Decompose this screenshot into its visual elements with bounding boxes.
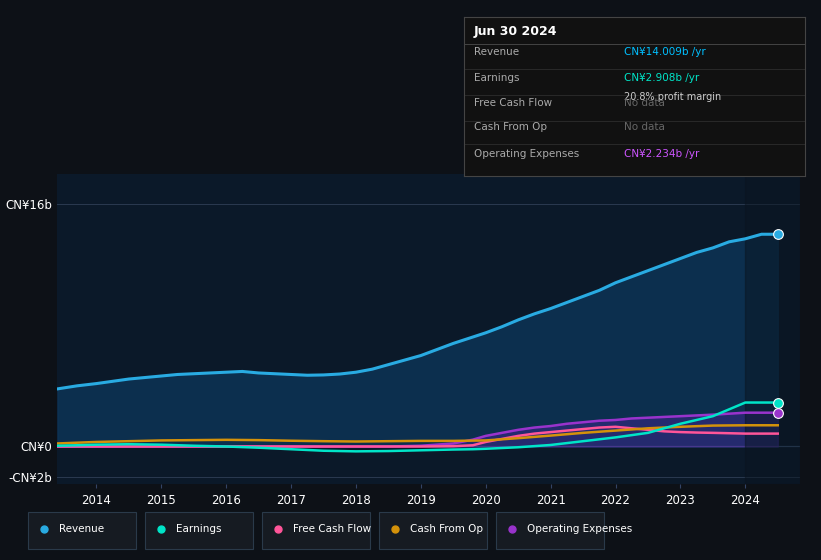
Text: Revenue: Revenue	[59, 524, 104, 534]
Text: No data: No data	[624, 122, 665, 132]
Bar	[496, 512, 604, 549]
Bar	[379, 512, 487, 549]
Text: Cash From Op: Cash From Op	[474, 122, 547, 132]
Text: Earnings: Earnings	[176, 524, 222, 534]
Text: CN¥14.009b /yr: CN¥14.009b /yr	[624, 47, 706, 57]
Bar	[262, 512, 370, 549]
Text: Operating Expenses: Operating Expenses	[527, 524, 632, 534]
Text: CN¥2.234b /yr: CN¥2.234b /yr	[624, 150, 699, 159]
Text: 20.8% profit margin: 20.8% profit margin	[624, 92, 722, 102]
Text: CN¥2.908b /yr: CN¥2.908b /yr	[624, 73, 699, 83]
Text: Revenue: Revenue	[474, 47, 519, 57]
Text: Jun 30 2024: Jun 30 2024	[474, 25, 557, 38]
Bar	[145, 512, 253, 549]
Text: No data: No data	[624, 98, 665, 108]
Text: Free Cash Flow: Free Cash Flow	[474, 98, 553, 108]
Text: Cash From Op: Cash From Op	[410, 524, 483, 534]
Text: Operating Expenses: Operating Expenses	[474, 150, 580, 159]
Bar	[745, 174, 800, 484]
Bar	[28, 512, 136, 549]
Text: Free Cash Flow: Free Cash Flow	[293, 524, 371, 534]
Text: Earnings: Earnings	[474, 73, 520, 83]
